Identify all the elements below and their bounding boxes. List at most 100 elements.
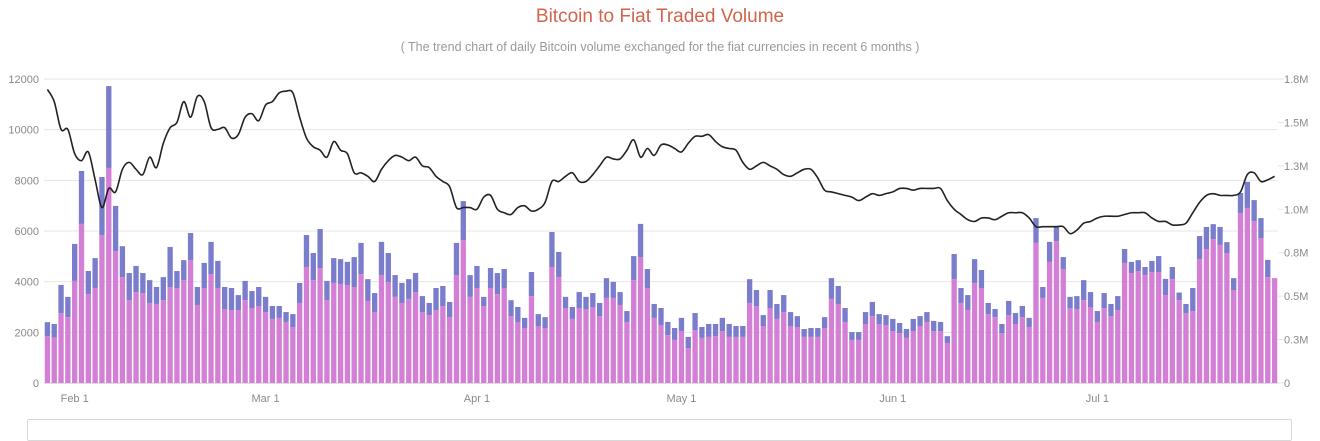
bar-bottom: [719, 331, 726, 383]
bar-bottom: [283, 321, 289, 383]
bar-top: [1067, 296, 1073, 309]
bar-bottom: [1237, 213, 1244, 383]
bar-bottom: [51, 337, 57, 383]
left-axis-tick: 8000: [15, 175, 39, 187]
bar-top: [760, 315, 766, 326]
bar-top: [1258, 218, 1264, 239]
left-axis-tick: 4000: [15, 277, 39, 289]
bar-top: [965, 295, 971, 311]
bar-bottom: [392, 296, 398, 383]
bar-bottom: [903, 337, 910, 383]
bar-top: [528, 272, 535, 297]
bar-top: [222, 286, 228, 310]
bar-bottom: [419, 312, 426, 383]
bar-bottom: [1067, 308, 1073, 383]
x-axis-tick: May 1: [666, 393, 696, 405]
bar-bottom: [644, 288, 651, 383]
bar-top: [140, 273, 146, 294]
bar-bottom: [862, 323, 869, 383]
bar-bottom: [1101, 308, 1107, 383]
bar-top: [228, 288, 235, 311]
right-axis-tick: 1.0M: [1284, 204, 1308, 216]
bar-bottom: [399, 302, 405, 383]
bar-bottom: [1162, 295, 1169, 383]
bar-top: [1169, 266, 1175, 280]
bar-top: [583, 296, 589, 310]
x-axis-tick: Jul 1: [1086, 393, 1109, 405]
bar-bottom: [256, 305, 262, 383]
bar-top: [978, 270, 985, 288]
bar-bottom: [937, 331, 944, 383]
bar-bottom: [685, 348, 691, 383]
bar-bottom: [487, 288, 494, 383]
bar-bottom: [440, 305, 446, 383]
bar-bottom: [542, 328, 548, 383]
bar-bottom: [446, 317, 453, 383]
bar-bottom: [412, 292, 419, 383]
bar-top: [119, 246, 126, 278]
right-axis: 0 0.3M 0.5M 0.8M 1.0M 1.3M 1.5M 1.8M: [1278, 74, 1308, 390]
bar-bottom: [174, 288, 180, 383]
bar-bottom: [1115, 310, 1121, 383]
bar-bottom: [746, 302, 753, 383]
right-axis-tick: 0.8M: [1284, 248, 1308, 260]
bar-bottom: [112, 251, 119, 383]
bar-top: [1176, 292, 1182, 301]
bar-bottom: [297, 302, 303, 383]
x-axis: Feb 1 Mar 1 Apr 1 May 1 Jun 1 Jul 1: [44, 383, 1278, 405]
bar-top: [1060, 257, 1066, 269]
bar-top: [85, 271, 91, 295]
bar-bottom: [958, 302, 964, 383]
bar-top: [924, 312, 930, 322]
bar-bottom: [1087, 307, 1094, 383]
bar-top: [808, 328, 814, 337]
bar-bottom: [815, 336, 821, 383]
bar-top: [1033, 218, 1039, 243]
bar-top: [1012, 313, 1019, 324]
left-axis-tick: 0: [33, 378, 39, 390]
bar-bottom: [917, 326, 923, 383]
bar-top: [99, 177, 105, 236]
bar-bottom: [1190, 311, 1196, 383]
bar-bottom: [978, 288, 985, 383]
bar-top: [126, 273, 132, 301]
bar-top: [446, 301, 453, 318]
bar-bottom: [160, 300, 166, 383]
bar-top: [324, 280, 330, 301]
bar-bottom: [344, 284, 351, 383]
bar-top: [1156, 256, 1162, 273]
bar-top: [51, 323, 57, 338]
bar-bottom: [890, 331, 896, 383]
bar-top: [624, 311, 630, 322]
bar-top: [903, 329, 910, 338]
bar-top: [637, 223, 644, 258]
bar-top: [78, 170, 85, 224]
bar-top: [494, 273, 501, 295]
bar-top: [501, 269, 507, 288]
left-axis-tick: 12000: [8, 74, 39, 86]
bar-bottom: [72, 280, 78, 383]
bar-top: [719, 317, 726, 332]
bar-bottom: [44, 336, 51, 383]
bar-top: [406, 279, 412, 299]
bar-bottom: [215, 288, 221, 383]
bar-bottom: [331, 282, 337, 383]
bar-bottom: [556, 277, 562, 383]
bar-bottom: [740, 336, 746, 383]
bar-bottom: [99, 235, 105, 383]
bar-top: [985, 302, 991, 315]
bar-bottom: [733, 336, 739, 383]
chart-title: Bitcoin to Fiat Traded Volume: [535, 6, 785, 27]
bar-bottom: [208, 274, 214, 383]
bar-top: [556, 252, 562, 278]
bar-top: [1101, 293, 1107, 309]
bar-top: [1231, 278, 1237, 291]
bar-top: [1224, 242, 1230, 254]
bar-bottom: [58, 313, 64, 383]
bar-top: [1046, 241, 1053, 262]
bar-bottom: [378, 275, 385, 383]
bar-top: [1115, 296, 1121, 311]
bar-top: [1142, 266, 1148, 276]
bar-top: [72, 243, 78, 281]
bar-top: [787, 312, 794, 326]
